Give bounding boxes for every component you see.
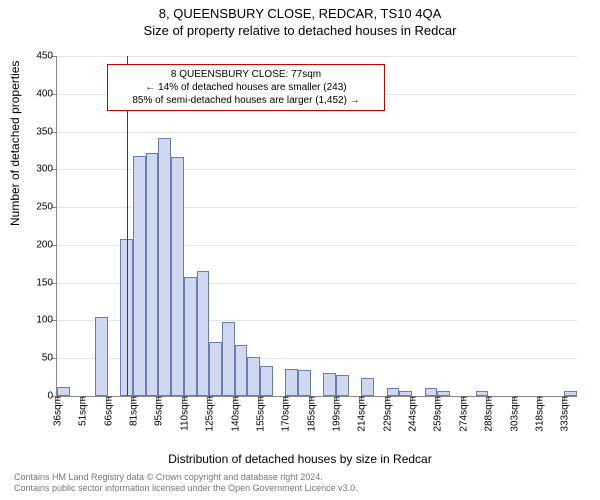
chart-title-main: 8, QUEENSBURY CLOSE, REDCAR, TS10 4QA [0,0,600,21]
annotation-line-3: 85% of semi-detached houses are larger (… [114,94,378,107]
y-axis-label: Number of detached properties [8,61,22,226]
histogram-bar [260,366,273,396]
histogram-bar [247,357,260,396]
x-tick-label: 318sqm [532,396,545,432]
histogram-bar [57,387,70,396]
histogram-bar [184,277,197,396]
y-tick-label: 50 [42,353,57,364]
grid-line [57,132,577,133]
histogram-bar [235,345,248,396]
histogram-bar [209,342,222,396]
y-tick-label: 300 [36,164,57,175]
annotation-box: 8 QUEENSBURY CLOSE: 77sqm← 14% of detach… [107,64,385,111]
chart-container: 8, QUEENSBURY CLOSE, REDCAR, TS10 4QA Si… [0,0,600,500]
histogram-bar [336,375,349,396]
x-tick-label: 170sqm [279,396,292,432]
histogram-bar [564,391,577,396]
x-tick-label: 244sqm [406,396,419,432]
x-tick-label: 140sqm [228,396,241,432]
footer-line-2: Contains public sector information licen… [14,483,358,494]
x-tick-label: 81sqm [127,396,140,426]
y-tick-label: 150 [36,277,57,288]
histogram-bar [133,156,146,396]
y-tick-label: 400 [36,88,57,99]
annotation-line-2: ← 14% of detached houses are smaller (24… [114,81,378,94]
annotation-line-1: 8 QUEENSBURY CLOSE: 77sqm [114,68,378,81]
histogram-bar [425,388,438,396]
x-tick-label: 110sqm [177,396,190,431]
x-tick-label: 95sqm [152,396,165,426]
histogram-bar [476,391,489,396]
x-tick-label: 36sqm [51,396,64,426]
histogram-bar [323,373,336,396]
x-tick-label: 199sqm [330,396,343,432]
histogram-bar [95,317,108,396]
x-tick-label: 333sqm [558,396,571,432]
y-tick-label: 250 [36,202,57,213]
histogram-bar [146,153,159,396]
histogram-bar [361,378,374,396]
y-tick-label: 350 [36,126,57,137]
y-tick-label: 100 [36,315,57,326]
x-tick-label: 125sqm [203,396,216,432]
y-tick-label: 450 [36,51,57,62]
grid-line [57,56,577,57]
histogram-bar [285,369,298,396]
footer-attribution: Contains HM Land Registry data © Crown c… [14,472,358,495]
x-tick-label: 155sqm [253,396,266,432]
histogram-bar [197,271,210,396]
x-tick-label: 229sqm [380,396,393,432]
footer-line-1: Contains HM Land Registry data © Crown c… [14,472,358,483]
plot-area: 05010015020025030035040045036sqm51sqm66s… [56,56,577,397]
histogram-bar [158,138,171,396]
x-tick-label: 51sqm [76,396,89,426]
histogram-bar [437,391,450,396]
x-tick-label: 66sqm [101,396,114,426]
x-tick-label: 214sqm [355,396,368,432]
chart-title-sub: Size of property relative to detached ho… [0,21,600,38]
x-tick-label: 259sqm [431,396,444,432]
histogram-bar [222,322,235,396]
histogram-bar [298,370,311,396]
x-tick-label: 274sqm [456,396,469,432]
x-tick-label: 303sqm [507,396,520,432]
y-tick-label: 200 [36,239,57,250]
histogram-bar [399,391,412,396]
histogram-bar [387,388,400,396]
x-tick-label: 288sqm [482,396,495,432]
x-tick-label: 185sqm [304,396,317,432]
x-axis-label: Distribution of detached houses by size … [0,452,600,466]
histogram-bar [171,157,184,396]
